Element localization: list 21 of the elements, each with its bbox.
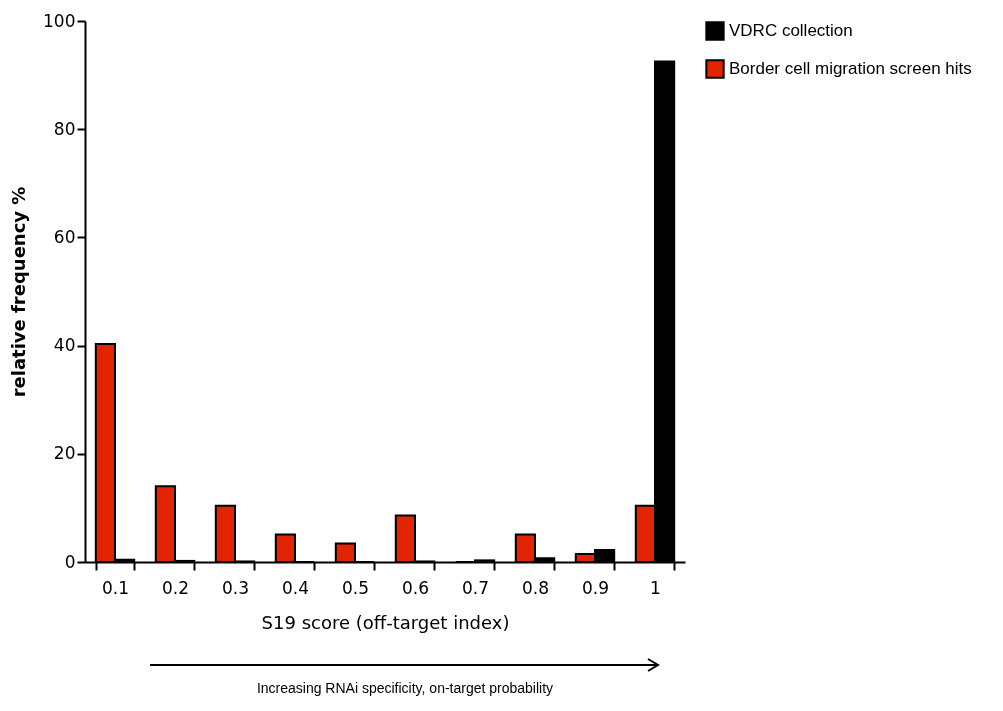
x-tick-label: 0.9 <box>581 577 610 598</box>
x-axis-title: S19 score (off-target index) <box>261 611 510 633</box>
legend-label: Border cell migration screen hits <box>729 59 972 78</box>
x-tick-label: 0.4 <box>281 577 310 598</box>
x-tick-label: 0.6 <box>401 577 430 598</box>
y-tick-label: 60 <box>53 226 76 247</box>
x-tick-label: 0.1 <box>101 577 130 598</box>
y-tick-label: 0 <box>64 551 76 572</box>
text: Increasing RNAi specificity, on-target probability <box>255 680 555 696</box>
y-tick-label: 80 <box>53 118 76 139</box>
x-tick-label: 0.8 <box>521 577 550 598</box>
y-tick-label: 40 <box>53 335 76 356</box>
x-tick-label: 0.2 <box>161 577 190 598</box>
x-tick-label: 0.5 <box>341 577 370 598</box>
x-tick-label: 1 <box>650 577 661 598</box>
y-tick-label: 100 <box>43 10 76 31</box>
y-tick-label: 20 <box>53 443 76 464</box>
x-tick-label: 0.7 <box>461 577 490 598</box>
x-tick-label: 0.3 <box>221 577 250 598</box>
y-axis-title: relative frequency % <box>8 186 30 398</box>
legend-label: VDRC collection <box>729 21 853 40</box>
